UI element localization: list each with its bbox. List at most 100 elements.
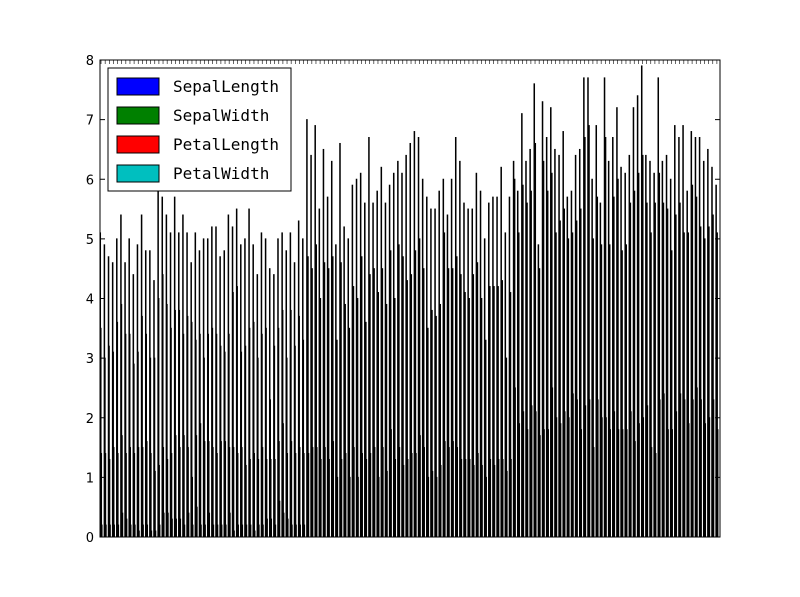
- bar-petalwidth-142: [687, 423, 690, 538]
- bar-petalwidth-41: [270, 518, 273, 538]
- bar-petalwidth-54: [324, 447, 326, 538]
- bar-petallength-8: [133, 453, 136, 538]
- bar-petalwidth-67: [377, 476, 380, 538]
- bar-petalwidth-133: [650, 447, 653, 538]
- bar-petallength-30: [224, 441, 227, 538]
- bar-petalwidth-47: [295, 524, 297, 538]
- bar-petalwidth-83: [444, 441, 446, 538]
- bar-petallength-25: [203, 441, 206, 538]
- bar-petalwidth-86: [456, 447, 459, 538]
- bar-petalwidth-108: [547, 429, 549, 538]
- bar-petalwidth-46: [291, 524, 293, 538]
- bar-petalwidth-112: [563, 411, 566, 538]
- bar-petalwidth-130: [638, 423, 640, 538]
- bar-petalwidth-72: [398, 447, 401, 538]
- legend-swatch-sepallength: [116, 77, 160, 96]
- bar-petalwidth-13: [154, 530, 157, 538]
- bar-petalwidth-37: [253, 530, 256, 538]
- bar-petallength-33: [236, 453, 239, 538]
- bar-petalwidth-12: [150, 530, 153, 538]
- bar-petalwidth-11: [146, 524, 149, 538]
- bar-petalwidth-45: [287, 518, 289, 538]
- bar-petalwidth-101: [518, 423, 521, 538]
- bar-petallength-47: [294, 453, 297, 538]
- bar-petalwidth-129: [634, 441, 636, 538]
- bar-petalwidth-116: [580, 429, 583, 538]
- legend-label-sepallength: SepalLength: [173, 77, 279, 96]
- bar-petalwidth-57: [336, 476, 339, 538]
- bar-petallength-11: [146, 441, 148, 538]
- bar-petalwidth-99: [510, 458, 512, 538]
- bar-petalwidth-7: [129, 524, 132, 538]
- bar-petalwidth-97: [501, 458, 504, 538]
- bar-petalwidth-26: [208, 512, 211, 538]
- bar-petalwidth-14: [158, 524, 161, 538]
- bar-petalwidth-4: [117, 524, 120, 538]
- bar-petalwidth-93: [485, 476, 487, 538]
- bar-petalwidth-82: [439, 464, 442, 538]
- bar-petalwidth-125: [617, 429, 620, 538]
- bar-petalwidth-31: [229, 512, 231, 538]
- legend-swatch-petalwidth: [116, 164, 160, 183]
- bar-petalwidth-70: [390, 429, 392, 538]
- bar-petalwidth-100: [514, 387, 516, 538]
- bar-petalwidth-141: [683, 399, 686, 538]
- bar-petallength-48: [298, 447, 301, 538]
- bar-petallength-37: [253, 453, 255, 538]
- bar-petallength-46: [290, 441, 293, 538]
- bar-petalwidth-140: [679, 393, 682, 538]
- bar-petalwidth-68: [382, 447, 384, 538]
- bar-petalwidth-96: [497, 458, 500, 538]
- bar-petalwidth-123: [609, 429, 611, 538]
- bar-petallength-27: [212, 447, 214, 538]
- bar-petalwidth-120: [597, 399, 599, 538]
- bar-petalwidth-32: [233, 530, 235, 538]
- bar-petalwidth-78: [423, 447, 425, 538]
- bar-petallength-29: [220, 441, 222, 538]
- bar-petalwidth-52: [315, 447, 318, 538]
- bar-petalwidth-28: [216, 524, 219, 538]
- legend-label-petallength: PetalLength: [173, 135, 279, 154]
- bar-petalwidth-10: [142, 524, 144, 538]
- bar-petalwidth-65: [369, 453, 372, 538]
- plot-frame: [99, 59, 721, 538]
- bar-petallength-10: [141, 447, 144, 538]
- bar-petalwidth-34: [241, 524, 244, 538]
- bar-petalwidth-29: [220, 524, 223, 538]
- bar-petallength-39: [261, 447, 264, 538]
- bar-petalwidth-136: [663, 393, 665, 538]
- bar-petalwidth-35: [245, 524, 248, 538]
- bar-petalwidth-42: [274, 524, 277, 538]
- bar-petalwidth-119: [592, 447, 595, 538]
- bar-petalwidth-48: [299, 524, 301, 538]
- bar-petalwidth-145: [700, 399, 702, 538]
- bar-petalwidth-3: [113, 524, 115, 538]
- bar-petalwidth-102: [522, 411, 525, 538]
- bar-petalwidth-9: [138, 530, 140, 538]
- bar-petalwidth-20: [183, 524, 186, 538]
- bar-petallength-32: [232, 447, 235, 538]
- bar-petalwidth-80: [431, 470, 434, 538]
- y-tick-label-1: 1: [86, 471, 94, 486]
- bar-petalwidth-126: [621, 429, 624, 538]
- bar-petalwidth-81: [435, 476, 438, 538]
- bar-petalwidth-71: [394, 458, 397, 538]
- y-tick-label-7: 7: [86, 114, 94, 129]
- bar-petalwidth-60: [349, 476, 351, 538]
- bar-petalwidth-38: [258, 524, 260, 538]
- bar-petalwidth-118: [588, 399, 591, 538]
- legend: SepalLength SepalWidth PetalLength PetalWid…: [107, 67, 292, 192]
- y-tick-label-4: 4: [86, 293, 94, 308]
- bar-petalwidth-104: [530, 405, 533, 538]
- y-tick-label-2: 2: [86, 412, 94, 427]
- bar-petalwidth-27: [212, 524, 215, 538]
- bar-petalwidth-135: [659, 399, 661, 538]
- bar-petallength-28: [216, 453, 218, 538]
- bar-petalwidth-109: [551, 387, 554, 538]
- bar-petalwidth-94: [489, 458, 492, 538]
- bar-petalwidth-146: [704, 423, 707, 538]
- legend-swatch-petallength: [116, 135, 160, 154]
- legend-swatch-sepalwidth: [116, 106, 160, 125]
- y-tick-label-0: 0: [86, 531, 94, 546]
